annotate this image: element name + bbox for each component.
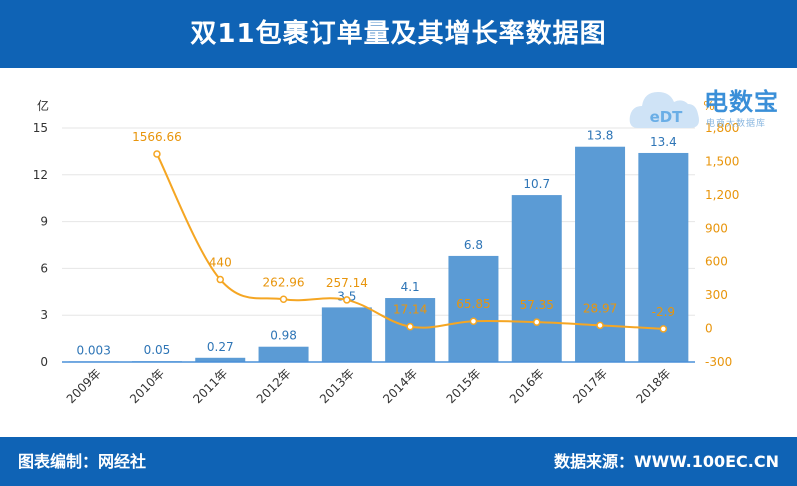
x-tick-label: 2016年 — [507, 366, 547, 406]
bar-value-label: 0.27 — [207, 340, 234, 354]
growth-rate-point — [659, 325, 668, 333]
bar-value-label: 0.003 — [76, 343, 110, 357]
growth-rate-point — [279, 295, 288, 304]
x-tick-label: 2011年 — [190, 366, 230, 406]
bar-value-label: 0.98 — [270, 329, 297, 343]
combo-chart: 0 3 6 9 12 15 -300 0 300 600 900 1,200 1,500 1,800 亿 % 0… — [33, 98, 740, 406]
left-tick-label: 12 — [33, 168, 48, 182]
x-tick-label: 2018年 — [633, 366, 673, 406]
growth-rate-label: 440 — [209, 256, 232, 270]
right-tick-label: 1,200 — [705, 188, 739, 202]
growth-rate-label: 28.97 — [583, 301, 617, 315]
x-tick-label: 2015年 — [444, 366, 484, 406]
growth-rate-label: -2.9 — [652, 305, 675, 319]
x-tick-label: 2014年 — [380, 366, 420, 406]
left-tick-label: 0 — [40, 355, 48, 369]
bar-value-label: 0.05 — [144, 343, 171, 357]
right-tick-label: -300 — [705, 355, 732, 369]
growth-rate-point — [153, 150, 161, 158]
right-tick-label: 1,500 — [705, 154, 739, 168]
footer-bar: 图表编制：网经社 数据来源：WWW.100EC.CN — [0, 437, 797, 486]
logo-name: 电数宝 — [704, 88, 779, 116]
bar — [195, 357, 246, 362]
growth-rate-label: 65.85 — [456, 297, 490, 311]
growth-rate-point — [216, 275, 224, 284]
growth-rate-label: 257.14 — [326, 276, 368, 290]
x-tick-label: 2013年 — [317, 366, 357, 406]
bar — [448, 255, 499, 362]
logo-mark: eDT — [650, 108, 684, 126]
right-tick-label: 300 — [705, 288, 728, 302]
header-bar: 双11包裹订单量及其增长率数据图 — [0, 0, 797, 68]
growth-rate-label: 1566.66 — [132, 130, 182, 144]
right-axis-unit: % — [703, 99, 714, 113]
x-tick-label: 2012年 — [254, 366, 294, 406]
left-tick-label: 3 — [40, 308, 48, 322]
editor-credit: 图表编制：网经社 — [18, 452, 147, 471]
bar-value-label: 10.7 — [523, 177, 550, 191]
right-tick-label: 0 — [705, 322, 713, 336]
growth-rate-point — [533, 318, 541, 326]
right-tick-label: 600 — [705, 255, 728, 269]
x-tick-label: 2017年 — [570, 366, 610, 406]
growth-rate-label: 17.14 — [393, 303, 427, 317]
bar — [321, 307, 372, 362]
growth-rate-label: 57.35 — [520, 298, 554, 312]
growth-rate-point — [343, 296, 351, 304]
cloud-logo-icon: eDT — [629, 92, 699, 128]
growth-rate-point — [469, 317, 478, 325]
page-title: 双11包裹订单量及其增长率数据图 — [190, 19, 607, 49]
bar — [258, 346, 309, 362]
logo-tagline: 电商大数据库 — [706, 119, 767, 129]
right-tick-label: 900 — [705, 221, 728, 235]
bar — [575, 146, 626, 362]
left-tick-label: 15 — [33, 121, 48, 135]
left-axis-unit: 亿 — [37, 98, 49, 113]
chart-area: 0 3 6 9 12 15 -300 0 300 600 900 1,200 1,500 1,800 亿% 0… — [0, 68, 797, 437]
growth-rate-point — [406, 322, 414, 331]
bar-value-label: 6.8 — [464, 238, 483, 252]
data-source: 数据来源：WWW.100EC.CN — [553, 452, 779, 471]
growth-rate-point — [596, 321, 604, 330]
x-tick-label: 2010年 — [127, 366, 167, 406]
left-tick-label: 9 — [40, 215, 48, 229]
growth-rate-label: 262.96 — [263, 275, 305, 289]
bar — [511, 195, 562, 362]
x-tick-label: 2009年 — [64, 366, 104, 406]
bar-value-label: 4.1 — [401, 280, 420, 294]
right-tick-label: 1,800 — [705, 121, 739, 135]
bar-value-label: 13.8 — [587, 129, 614, 143]
bar-value-label: 13.4 — [650, 135, 677, 149]
logo: eDT 电数宝 电商大数据库 — [628, 80, 788, 140]
left-tick-label: 6 — [40, 261, 48, 275]
